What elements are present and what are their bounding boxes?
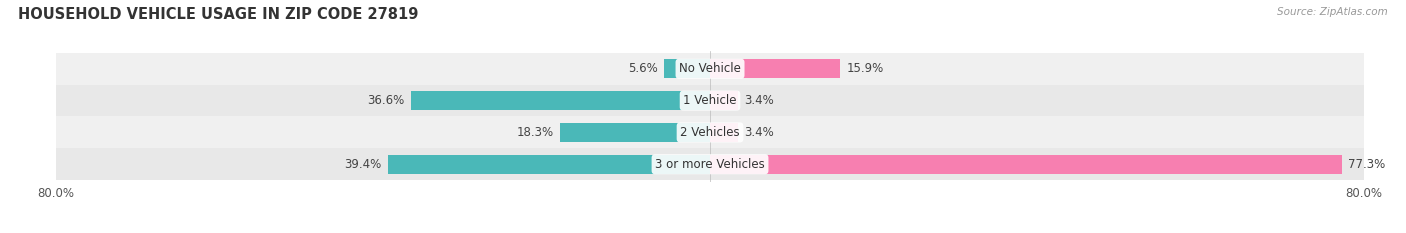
Bar — [56, 53, 1364, 85]
Bar — [388, 155, 710, 174]
Bar — [710, 59, 839, 78]
Text: 5.6%: 5.6% — [628, 62, 658, 75]
Bar — [56, 85, 1364, 116]
Text: 3.4%: 3.4% — [744, 94, 775, 107]
Text: 39.4%: 39.4% — [344, 158, 381, 171]
Bar — [56, 148, 1364, 180]
Text: 3.4%: 3.4% — [744, 126, 775, 139]
Text: HOUSEHOLD VEHICLE USAGE IN ZIP CODE 27819: HOUSEHOLD VEHICLE USAGE IN ZIP CODE 2781… — [18, 7, 419, 22]
Text: No Vehicle: No Vehicle — [679, 62, 741, 75]
Text: 2 Vehicles: 2 Vehicles — [681, 126, 740, 139]
Text: Source: ZipAtlas.com: Source: ZipAtlas.com — [1277, 7, 1388, 17]
Text: 3 or more Vehicles: 3 or more Vehicles — [655, 158, 765, 171]
Text: 36.6%: 36.6% — [367, 94, 405, 107]
Bar — [710, 91, 738, 110]
Text: 18.3%: 18.3% — [517, 126, 554, 139]
Text: 15.9%: 15.9% — [846, 62, 884, 75]
Bar — [561, 123, 710, 142]
Bar — [710, 123, 738, 142]
Bar — [56, 116, 1364, 148]
Text: 77.3%: 77.3% — [1348, 158, 1385, 171]
Bar — [664, 59, 710, 78]
Bar — [411, 91, 710, 110]
Bar — [710, 155, 1341, 174]
Text: 1 Vehicle: 1 Vehicle — [683, 94, 737, 107]
